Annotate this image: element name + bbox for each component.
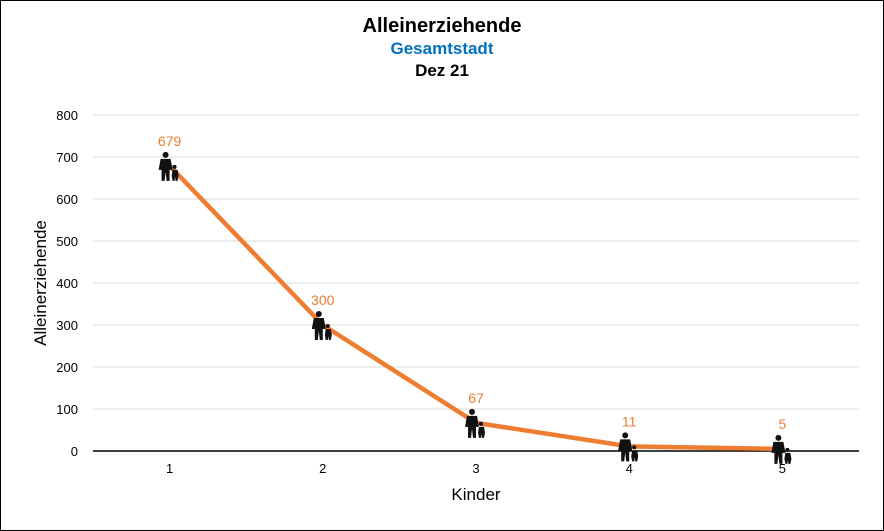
data-label: 67 [468, 390, 484, 406]
chart-subtitle: Gesamtstadt [390, 39, 494, 58]
series-line-segment [167, 163, 326, 328]
y-tick-label: 0 [71, 444, 78, 459]
data-label: 300 [311, 292, 335, 308]
x-axis-ticks: 1 2 3 4 5 [166, 461, 786, 476]
y-tick-label: 800 [56, 108, 78, 123]
y-tick-label: 500 [56, 234, 78, 249]
single-parent-with-child-icon [465, 408, 485, 438]
series-line [167, 163, 785, 452]
single-parent-with-child-icon [618, 432, 639, 462]
series-line-segment [626, 444, 785, 452]
single-parent-with-child-icon [158, 151, 179, 181]
data-label: 11 [622, 413, 637, 429]
y-axis-ticks: 0 100 200 300 400 500 600 700 800 [56, 108, 78, 459]
chart-title: Alleinerziehende [362, 15, 522, 37]
x-tick-label: 5 [779, 461, 786, 476]
series-line-segment [320, 322, 479, 426]
y-tick-label: 700 [56, 150, 78, 165]
series-line-segment [473, 420, 632, 449]
y-tick-label: 300 [56, 318, 78, 333]
data-label: 5 [779, 416, 787, 432]
y-tick-label: 200 [56, 360, 78, 375]
markers [158, 151, 792, 464]
single-parent-with-child-icon [311, 311, 332, 340]
y-tick-label: 100 [56, 402, 78, 417]
x-tick-label: 2 [319, 461, 326, 476]
y-tick-label: 400 [56, 276, 78, 291]
x-tick-label: 4 [626, 461, 633, 476]
data-labels: 679 300 67 11 5 [158, 133, 787, 432]
chart-date: Dez 21 [415, 61, 469, 80]
y-tick-label: 600 [56, 192, 78, 207]
single-parent-with-child-icon [771, 434, 792, 464]
data-label: 679 [158, 133, 182, 149]
x-axis-title: Kinder [451, 485, 500, 504]
y-axis-title: Alleinerziehende [31, 220, 50, 346]
x-tick-label: 1 [166, 461, 173, 476]
gridlines [93, 114, 859, 410]
x-tick-label: 3 [472, 461, 479, 476]
chart-titles: Alleinerziehende Gesamtstadt Dez 21 [0, 14, 884, 82]
